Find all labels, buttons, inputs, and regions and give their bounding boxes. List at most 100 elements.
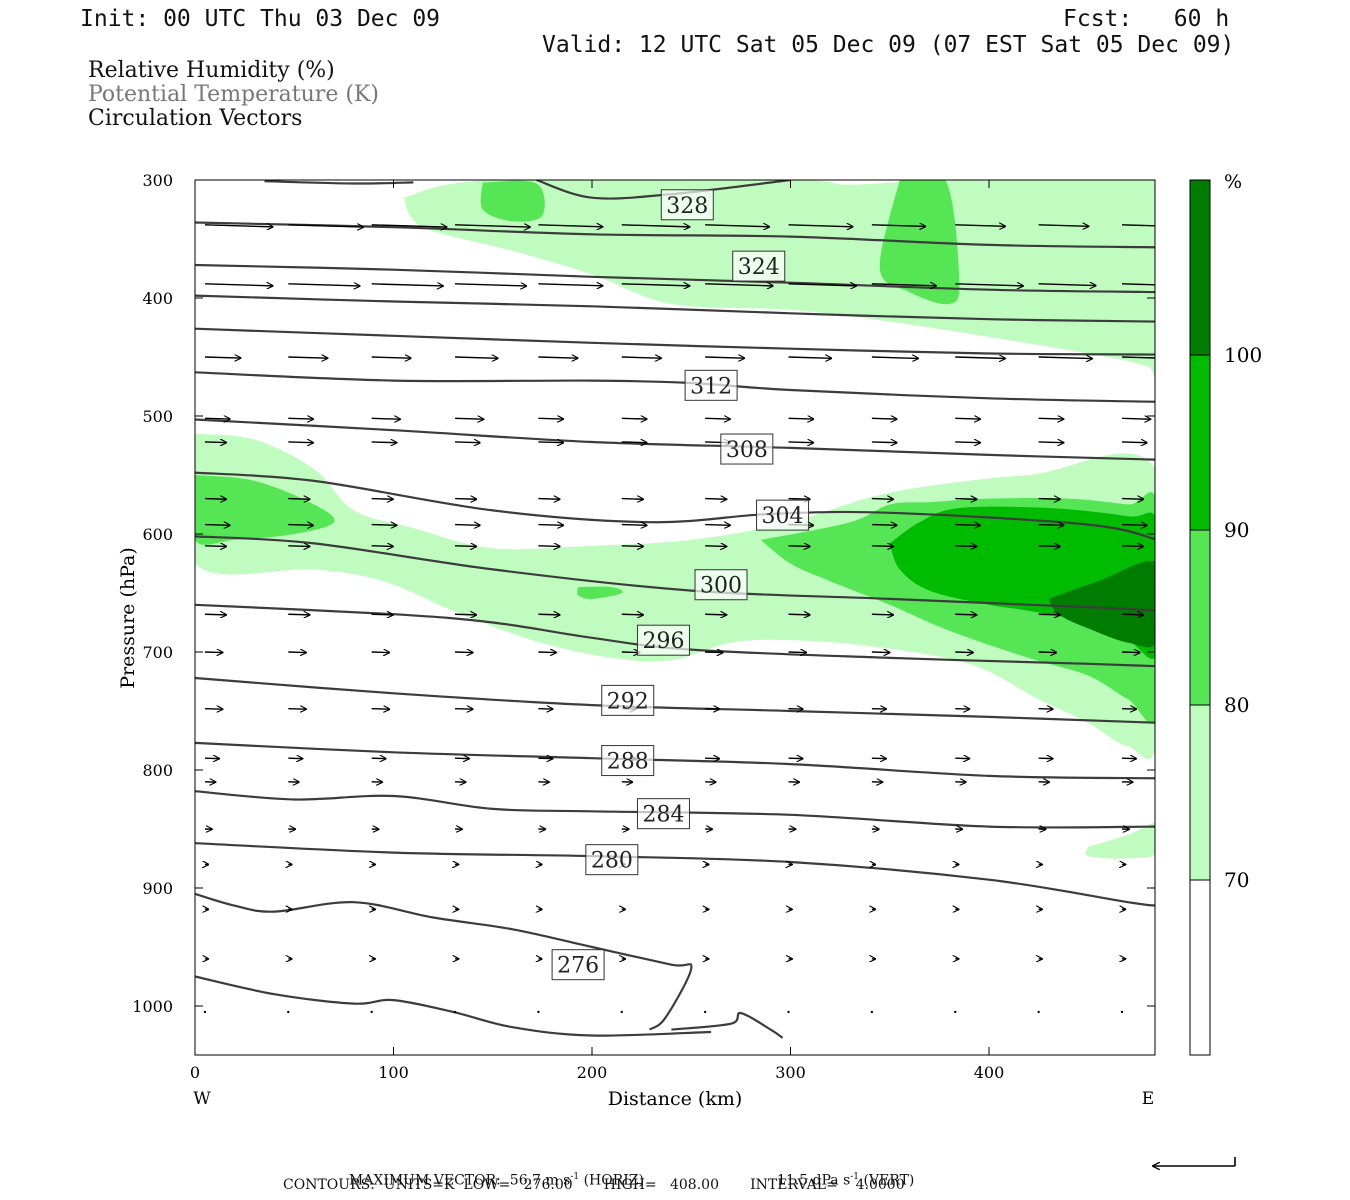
y-tick-label: 600 <box>142 525 173 544</box>
theta-contour-304-7 <box>195 471 1155 541</box>
contour-label: 288 <box>607 750 649 775</box>
axes: 300 400 500 600 700 800 900 1000 0 100 200 300 400 <box>132 171 1155 1082</box>
vector-dot <box>787 1010 790 1014</box>
vector-arrow <box>371 442 397 443</box>
x-tick-label: 400 <box>974 1063 1005 1082</box>
vector-arrow <box>371 499 393 500</box>
colorbar-segment <box>1190 705 1210 880</box>
vector-arrow <box>621 546 643 547</box>
vector-arrow <box>538 652 556 653</box>
vector-dot <box>954 1010 957 1014</box>
vector-arrow <box>204 546 226 547</box>
vector-arrow <box>1158 614 1179 615</box>
vector-arrow <box>788 418 814 419</box>
vector-arrow <box>955 418 980 419</box>
vector-arrow <box>871 652 890 653</box>
theta-contour-288-3 <box>195 741 1155 780</box>
field-theta: Potential Temperature (K) <box>88 82 379 107</box>
vector-arrow <box>621 614 643 615</box>
rh-shading <box>195 180 1155 859</box>
vector-arrow <box>788 614 810 615</box>
vector-arrow <box>871 525 897 526</box>
x-tick-label: 100 <box>378 1063 409 1082</box>
vector-arrow <box>788 499 810 500</box>
vector-arrow <box>455 546 476 547</box>
contour-info: CONTOURS: UNITS=K LOW= 276.00 HIGH= 408.… <box>283 1177 905 1193</box>
vector-dot <box>537 1010 540 1014</box>
contour-label-box <box>551 949 605 981</box>
max-vector-vert-tag: (VERT) <box>863 1172 915 1189</box>
colorbar-unit: % <box>1224 171 1242 193</box>
colorbar: 70 80 90 100 <box>1189 179 1262 1056</box>
vector-arrow <box>955 284 1023 286</box>
vector-arrow <box>288 709 306 710</box>
vector-arrow <box>1038 652 1057 653</box>
contour-label-box <box>601 684 655 716</box>
vector-arrow <box>788 357 832 358</box>
vector-arrow <box>288 284 359 286</box>
vector-arrow <box>204 652 223 653</box>
theta-contour-300-6 <box>195 535 1155 612</box>
y-tick-label: 400 <box>142 289 173 308</box>
theta-contour-280-1 <box>195 842 1155 907</box>
colorbar-segment <box>1190 355 1210 530</box>
vector-arrow <box>1038 614 1060 615</box>
vector-arrow <box>788 284 857 286</box>
vector-arrow <box>538 499 559 500</box>
vector-dot <box>287 1010 290 1014</box>
theta-contour-336-15 <box>536 180 791 200</box>
vector-arrow <box>1038 357 1093 359</box>
contour-label-box <box>720 433 774 465</box>
vector-arrow <box>788 225 853 227</box>
vector-arrow <box>1158 442 1183 443</box>
vector-arrow <box>204 499 226 500</box>
forecast-hour: Fcst: 60 h <box>1063 6 1230 32</box>
contour-label-box <box>756 499 810 531</box>
vector-arrow <box>788 652 807 653</box>
vector-arrow <box>955 225 1005 227</box>
vector-arrow <box>788 546 810 547</box>
theta-contour-316-10 <box>195 327 1155 356</box>
vector-arrow <box>455 284 526 286</box>
vector-dot <box>620 1010 623 1014</box>
reference-vector <box>1153 1157 1236 1166</box>
contour-label: 308 <box>726 438 768 463</box>
vector-arrow <box>288 418 313 419</box>
contour-label: 280 <box>591 849 633 874</box>
vector-arrow <box>455 709 473 710</box>
plot-frame <box>194 179 1156 1056</box>
contour-label-box <box>636 624 690 656</box>
vector-arrow <box>538 525 563 526</box>
contour-label: 324 <box>738 255 780 280</box>
vector-dot <box>1037 1010 1040 1014</box>
vector-arrow <box>1121 356 1155 359</box>
theta-contour-276-0 <box>195 892 693 1031</box>
vector-arrow <box>871 225 926 227</box>
vector-arrow <box>1121 652 1140 653</box>
theta-contour-292-4 <box>195 676 1155 724</box>
vector-arrow <box>1158 499 1179 500</box>
vector-arrow <box>455 225 530 227</box>
vector-arrow <box>538 418 563 419</box>
contour-label-box <box>585 844 639 876</box>
vector-arrow <box>288 614 309 615</box>
vector-arrow <box>705 357 744 358</box>
vector-arrow <box>538 357 577 358</box>
vector-arrow <box>1121 499 1143 500</box>
vector-arrow <box>871 499 893 500</box>
vector-arrow <box>538 614 559 615</box>
vector-arrow <box>538 284 602 286</box>
vector-arrow <box>621 525 647 526</box>
colorbar-segment <box>1190 530 1210 705</box>
vector-dot <box>703 1010 707 1014</box>
y-tick-label: 500 <box>142 407 173 426</box>
vector-arrow <box>705 546 726 547</box>
contour-label: 284 <box>642 803 684 828</box>
vector-arrow <box>288 442 313 443</box>
vector-arrow <box>538 546 559 547</box>
max-vector-horiz-tag: (HORIZ) <box>583 1172 644 1189</box>
vector-arrow <box>288 499 309 500</box>
theta-contour-284-2 <box>195 790 1155 829</box>
vector-arrow <box>288 525 313 526</box>
